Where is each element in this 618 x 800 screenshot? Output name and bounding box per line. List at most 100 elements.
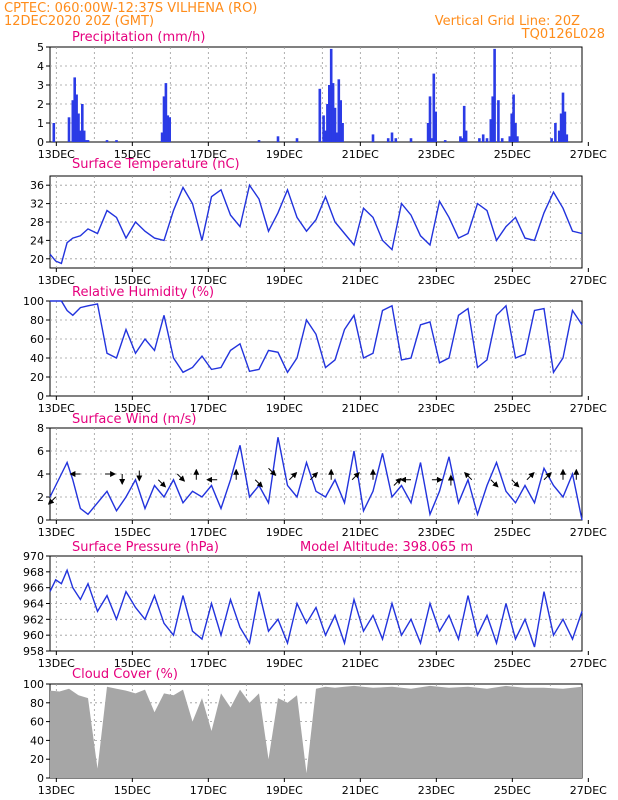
precipitation-bar xyxy=(386,138,390,142)
wind-xtick-label: 17DEC xyxy=(190,526,227,539)
wind-direction-arrow xyxy=(526,471,535,481)
cloud-cover-ytick-label: 80 xyxy=(30,697,44,710)
pressure-xtick-label: 21DEC xyxy=(342,657,379,670)
grid-note-label: Vertical Grid Line: 20Z xyxy=(435,14,580,29)
precipitation-bar xyxy=(75,94,78,142)
precipitation-bar xyxy=(464,130,468,142)
pressure-title: Surface Pressure (hPa) xyxy=(72,540,219,555)
precipitation-bar xyxy=(428,96,432,142)
precipitation-bar xyxy=(82,130,86,142)
wind-xtick-label: 15DEC xyxy=(114,526,151,539)
precipitation-bar xyxy=(77,113,80,142)
cloud-cover-panel: Cloud Cover (%) 0 20 40 60 80 100 13DEC 15DEC 17D… xyxy=(23,667,607,797)
precipitation-bar xyxy=(67,117,71,142)
precipitation-ytick-label: 0 xyxy=(37,136,44,149)
wind-direction-arrow xyxy=(268,467,277,477)
temperature-ytick-label: 28 xyxy=(30,216,44,229)
precipitation-bar xyxy=(322,115,325,142)
humidity-xtick-label: 15DEC xyxy=(114,402,151,415)
humidity-xtick-label: 19DEC xyxy=(266,402,303,415)
precipitation-bar xyxy=(394,138,398,142)
humidity-ytick-label: 20 xyxy=(30,371,44,384)
precipitation-bar xyxy=(341,123,344,142)
precipitation-bar xyxy=(79,130,82,142)
precipitation-bar xyxy=(257,140,261,142)
precipitation-bar xyxy=(335,132,339,142)
precipitation-bar xyxy=(489,119,493,142)
temperature-xtick-label: 25DEC xyxy=(494,274,531,287)
temperature-xtick-label: 13DEC xyxy=(38,274,75,287)
precipitation-bar xyxy=(508,136,512,142)
precipitation-bar xyxy=(510,113,513,142)
wind-direction-arrow xyxy=(511,479,520,488)
pressure-xtick-label: 23DEC xyxy=(418,657,455,670)
precipitation-bar xyxy=(550,138,553,142)
wind-ytick-label: 0 xyxy=(37,514,44,527)
cloud-cover-xtick-label: 13DEC xyxy=(38,784,75,797)
precipitation-bar xyxy=(164,83,168,142)
wind-title: Surface Wind (m/s) xyxy=(72,412,196,427)
precipitation-bar xyxy=(86,140,90,142)
temperature-ytick-label: 36 xyxy=(30,179,44,192)
station-label: CPTEC: 060:00W-12:37S VILHENA (RO) xyxy=(4,1,257,16)
precipitation-bar xyxy=(493,48,496,142)
precipitation-bar xyxy=(516,136,519,142)
model-code-label: TQ0126L028 xyxy=(521,27,605,42)
precipitation-bar xyxy=(462,105,466,142)
precipitation-bar xyxy=(481,134,485,142)
pressure-ytick-label: 960 xyxy=(23,629,44,642)
wind-direction-arrow xyxy=(157,479,167,488)
wind-ytick-label: 4 xyxy=(37,468,44,481)
precipitation-bar xyxy=(559,113,563,142)
humidity-xtick-label: 25DEC xyxy=(494,402,531,415)
precipitation-ytick-label: 5 xyxy=(37,41,44,54)
precipitation-bar xyxy=(565,134,569,142)
precipitation-bar xyxy=(514,123,517,142)
precipitation-bar xyxy=(485,138,489,142)
wind-direction-arrow xyxy=(254,479,263,488)
pressure-ytick-label: 964 xyxy=(23,598,44,611)
precipitation-bar xyxy=(328,85,331,142)
precipitation-bar xyxy=(276,136,280,142)
precipitation-bar xyxy=(318,88,322,142)
precipitation-bar xyxy=(162,96,166,142)
precipitation-frame xyxy=(49,46,583,143)
precipitation-bar xyxy=(73,77,76,142)
cloud-cover-xtick-label: 15DEC xyxy=(114,784,151,797)
precipitation-bar xyxy=(333,107,337,142)
precipitation-title: Precipitation (mm/h) xyxy=(72,30,205,45)
precipitation-ytick-label: 4 xyxy=(37,60,44,73)
temperature-xtick-label: 21DEC xyxy=(342,274,379,287)
humidity-ytick-label: 0 xyxy=(37,390,44,403)
precipitation-bar xyxy=(563,111,567,142)
wind-xtick-label: 19DEC xyxy=(266,526,303,539)
precipitation-ytick-label: 1 xyxy=(37,117,44,130)
precipitation-bar xyxy=(339,100,342,142)
wind-ytick-label: 2 xyxy=(37,491,44,504)
wind-panel: Surface Wind (m/s) 0 2 4 6 8 13DEC 15DEC 17DEC 19… xyxy=(37,412,607,539)
temperature-ytick-label: 20 xyxy=(30,253,44,266)
pressure-xtick-label: 19DEC xyxy=(266,657,303,670)
precipitation-xtick-label: 19DEC xyxy=(266,148,303,161)
precipitation-bar xyxy=(432,73,436,142)
precipitation-xtick-label: 17DEC xyxy=(190,148,227,161)
temperature-panel: Surface Temperature (nC) 20 24 28 32 36 13DEC 1… xyxy=(30,157,607,287)
pressure-ytick-label: 958 xyxy=(23,645,44,658)
humidity-ytick-label: 40 xyxy=(30,352,44,365)
wind-direction-arrow xyxy=(543,471,552,481)
temperature-ytick-label: 32 xyxy=(30,198,44,211)
cloud-cover-xtick-label: 23DEC xyxy=(418,784,455,797)
humidity-series-line xyxy=(50,300,583,375)
precipitation-bar xyxy=(337,79,341,142)
temperature-xtick-label: 15DEC xyxy=(114,274,151,287)
cloud-cover-ytick-label: 0 xyxy=(37,772,44,785)
precipitation-bar xyxy=(295,138,299,142)
temperature-ytick-label: 24 xyxy=(30,234,44,247)
precipitation-bar xyxy=(81,104,84,142)
wind-xtick-label: 27DEC xyxy=(570,526,607,539)
pressure-annotation: Model Altitude: 398.065 m xyxy=(300,540,473,555)
temperature-xtick-label: 17DEC xyxy=(190,274,227,287)
precipitation-bar xyxy=(324,130,327,142)
temperature-title: Surface Temperature (nC) xyxy=(72,157,240,172)
